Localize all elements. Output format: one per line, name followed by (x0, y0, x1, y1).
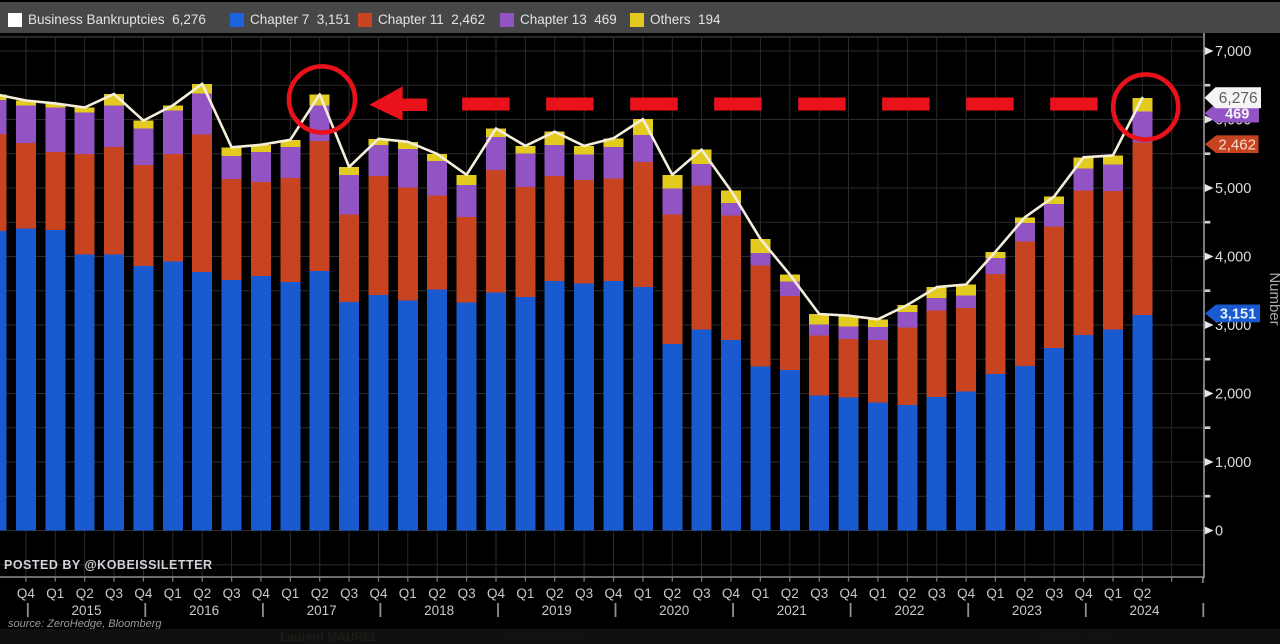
svg-text:Q1: Q1 (634, 586, 652, 601)
svg-text:Q3: Q3 (810, 586, 828, 601)
svg-text:Q2: Q2 (546, 586, 564, 601)
svg-text:3,151: 3,151 (1220, 307, 1256, 323)
svg-text:Q2: Q2 (193, 586, 211, 601)
svg-text:2017: 2017 (307, 603, 337, 618)
svg-text:1,000: 1,000 (1215, 455, 1251, 471)
svg-text:2020: 2020 (659, 603, 689, 618)
svg-text:Q3: Q3 (693, 586, 711, 601)
svg-text:Q4: Q4 (1075, 586, 1094, 601)
svg-text:Q4: Q4 (369, 586, 388, 601)
svg-text:Q4: Q4 (722, 586, 741, 601)
svg-text:Q4: Q4 (252, 586, 271, 601)
svg-text:2,462: 2,462 (1218, 136, 1256, 153)
svg-text:Q2: Q2 (76, 586, 94, 601)
svg-text:source: ZeroHedge, Bloomberg: source: ZeroHedge, Bloomberg (8, 618, 162, 630)
svg-text:Q4: Q4 (487, 586, 506, 601)
svg-text:POSTED BY @KOBEISSILETTER: POSTED BY @KOBEISSILETTER (4, 558, 213, 572)
svg-text:Q1: Q1 (751, 586, 769, 601)
svg-text:2022: 2022 (894, 603, 924, 618)
svg-text:Q4: Q4 (604, 586, 623, 601)
svg-text:2016: 2016 (189, 603, 219, 618)
svg-text:2019: 2019 (542, 603, 572, 618)
svg-text:4,000: 4,000 (1215, 250, 1251, 266)
svg-text:7,000: 7,000 (1215, 44, 1251, 60)
svg-text:2,000: 2,000 (1215, 387, 1251, 403)
svg-text:Q1: Q1 (869, 586, 887, 601)
svg-text:Q3: Q3 (105, 586, 123, 601)
svg-text:Q2: Q2 (428, 586, 446, 601)
svg-text:WallStreetSilver: WallStreetSilver (1040, 631, 1118, 643)
svg-text:Q4: Q4 (134, 586, 153, 601)
svg-text:Q2: Q2 (663, 586, 681, 601)
svg-text:Q2: Q2 (1133, 586, 1151, 601)
svg-text:5,000: 5,000 (1215, 181, 1251, 197)
svg-text:Q3: Q3 (340, 586, 358, 601)
svg-text:Q4: Q4 (17, 586, 36, 601)
svg-text:@KobeissiLetter: @KobeissiLetter (505, 631, 586, 643)
svg-text:Laurent MAUREL: Laurent MAUREL (280, 630, 379, 644)
svg-text:2015: 2015 (71, 603, 101, 618)
svg-text:Number: Number (1266, 272, 1280, 325)
svg-text:Q1: Q1 (986, 586, 1004, 601)
svg-text:6,276: 6,276 (1219, 90, 1258, 107)
svg-text:Q2: Q2 (311, 586, 329, 601)
svg-text:2024: 2024 (1129, 603, 1160, 618)
svg-text:Q2: Q2 (781, 586, 799, 601)
svg-text:Q2: Q2 (1016, 586, 1034, 601)
svg-text:Q3: Q3 (928, 586, 946, 601)
svg-text:Q1: Q1 (1104, 586, 1122, 601)
svg-text:Q2: Q2 (898, 586, 916, 601)
svg-text:2021: 2021 (777, 603, 807, 618)
svg-text:Q4: Q4 (839, 586, 858, 601)
svg-text:Q3: Q3 (575, 586, 593, 601)
svg-text:Q1: Q1 (516, 586, 534, 601)
svg-text:Q3: Q3 (223, 586, 241, 601)
svg-text:469: 469 (1225, 107, 1249, 123)
svg-text:Q1: Q1 (399, 586, 417, 601)
svg-text:2018: 2018 (424, 603, 454, 618)
svg-text:Q1: Q1 (164, 586, 182, 601)
svg-text:Q1: Q1 (281, 586, 299, 601)
svg-text:2023: 2023 (1012, 603, 1042, 618)
svg-text:Q3: Q3 (1045, 586, 1063, 601)
svg-text:Q4: Q4 (957, 586, 976, 601)
svg-text:Q3: Q3 (458, 586, 476, 601)
svg-text:0: 0 (1215, 524, 1223, 540)
svg-text:Q1: Q1 (46, 586, 64, 601)
